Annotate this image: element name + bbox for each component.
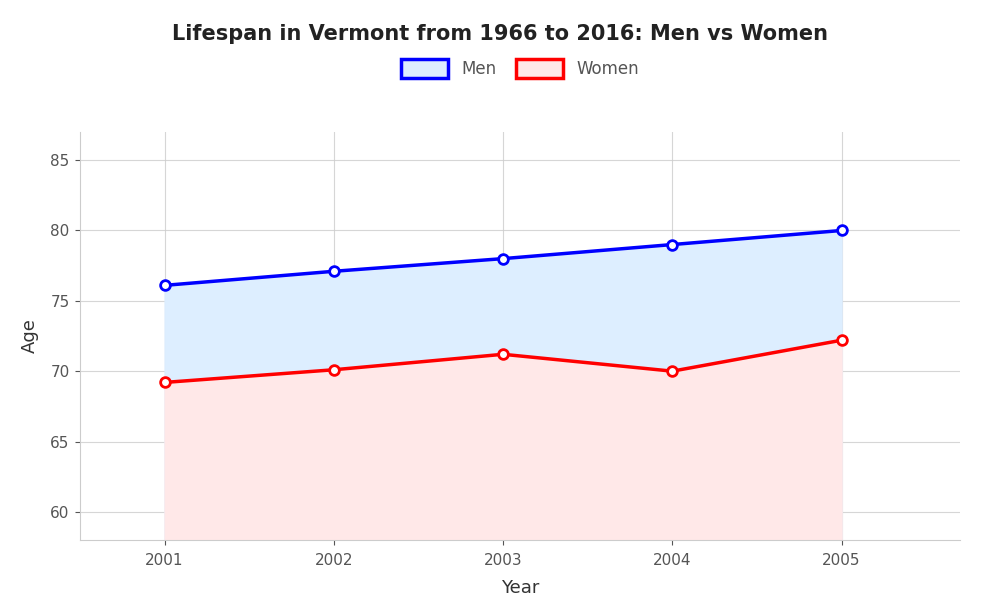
Legend: Men, Women: Men, Women [393,50,647,86]
Y-axis label: Age: Age [21,319,39,353]
Text: Lifespan in Vermont from 1966 to 2016: Men vs Women: Lifespan in Vermont from 1966 to 2016: M… [172,24,828,44]
X-axis label: Year: Year [501,580,539,598]
